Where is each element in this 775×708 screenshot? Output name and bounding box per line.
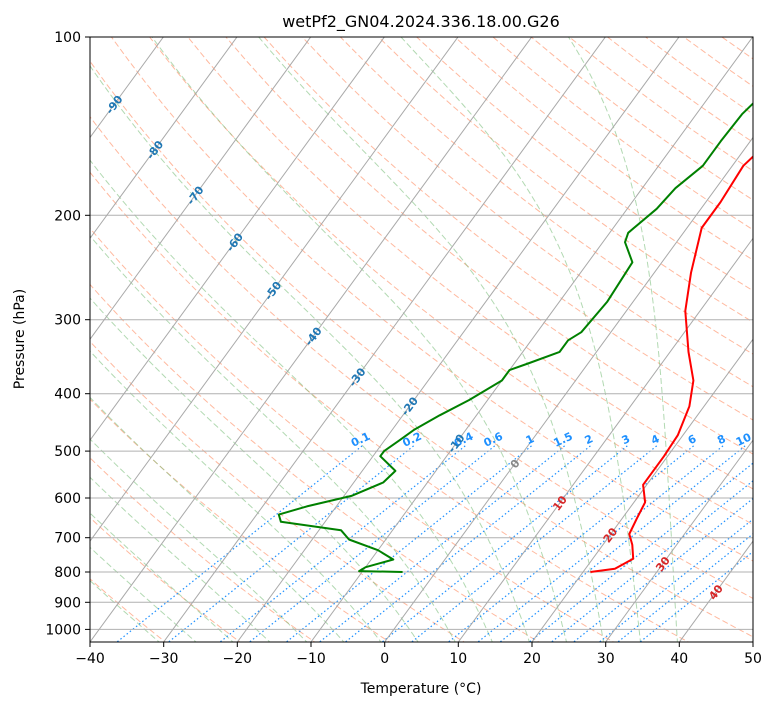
y-tick-label: 800: [54, 565, 81, 581]
mixing-ratio-line: [116, 445, 363, 642]
y-tick-label: 700: [54, 531, 81, 547]
isotherm-gridline: [310, 37, 753, 642]
isotherm-gridline: [384, 136, 753, 642]
x-tick-label: 0: [380, 651, 389, 667]
dry-adiabat: [110, 37, 753, 562]
y-tick-label: 200: [54, 208, 81, 224]
x-tick-label: 50: [744, 651, 762, 667]
x-tick-label: 40: [670, 651, 688, 667]
isotherm-gridline: [457, 237, 753, 642]
mixing-ratio-line: [639, 550, 753, 642]
x-tick-label: −30: [149, 651, 179, 667]
x-tick-label: 20: [523, 651, 541, 667]
y-tick-label: 900: [54, 595, 81, 611]
plot-area: 0.10.20.40.611.52346810131620253036-100-…: [90, 37, 754, 642]
mixing-ratio-line: [528, 462, 753, 642]
plot-frame: [89, 36, 754, 643]
mixing-ratio-line: [167, 445, 414, 642]
mixing-ratio-line: [318, 445, 565, 642]
isotherm-gridline: [90, 37, 312, 341]
mixing-ratio-line: [550, 480, 753, 642]
chart-title: wetPf2_GN04.2024.336.18.00.G26: [282, 12, 560, 32]
x-tick-label: −20: [223, 651, 253, 667]
y-axis-label: Pressure (hPa): [12, 289, 28, 389]
isotherm-gridline: [90, 37, 238, 240]
isotherm-gridline: [90, 37, 533, 642]
y-tick-label: 100: [54, 30, 81, 46]
isotherm-gridline: [236, 37, 680, 642]
isotherm-gridline: [163, 37, 606, 642]
x-tick-label: 10: [449, 651, 467, 667]
mixing-ratio-line: [219, 445, 466, 642]
moist-adiabat: [151, 37, 568, 642]
x-axis-label: Temperature (°C): [360, 681, 482, 697]
y-tick-label: 1000: [45, 622, 81, 638]
mixing-ratio-line: [285, 445, 532, 642]
isotherm-gridline: [531, 338, 753, 642]
isotherm-gridline: [605, 439, 753, 642]
temperature-profile: [590, 155, 753, 573]
mixing-ratio-line: [447, 445, 694, 642]
profile-series: [277, 102, 753, 573]
x-tick-label: −40: [75, 651, 105, 667]
y-tick-label: 300: [54, 313, 81, 329]
mixing-ratio-line: [598, 518, 753, 642]
y-tick-label: 500: [54, 444, 81, 460]
dry-adiabat: [340, 37, 753, 355]
x-axis-ticks: −40 −30 −20 −10 0 10 20 30 40 50: [75, 642, 762, 667]
mixing-ratio-line: [616, 533, 753, 642]
mixing-ratio-line: [381, 445, 628, 642]
isotherm-gridline: [90, 37, 164, 139]
moist-adiabat: [90, 438, 308, 642]
dry-adiabat: [416, 37, 753, 292]
dry-adiabat: [225, 37, 753, 455]
y-axis-ticks: 100 200 300 400 500 600 700 800 900 1000: [45, 30, 90, 638]
x-tick-label: −10: [296, 651, 326, 667]
y-tick-label: 400: [54, 387, 81, 403]
mixing-ratio-line: [248, 445, 496, 642]
mixing-ratio-line: [477, 445, 724, 642]
isobar-gridlines: [90, 37, 753, 630]
mixing-ratio-line: [499, 445, 746, 642]
isotherm-gridline: [90, 37, 385, 442]
dry-adiabat: [90, 60, 753, 600]
dry-adiabat: [263, 37, 753, 421]
moist-adiabat: [258, 37, 605, 642]
mixing-ratio-line: [344, 445, 591, 642]
moist-adiabat: [90, 476, 271, 642]
dewpoint-profile: [277, 102, 753, 573]
moist-adiabat: [568, 37, 678, 642]
moist-adiabat: [400, 37, 642, 642]
mixing-ratio-label: 10: [734, 430, 754, 448]
dry-adiabat: [149, 37, 753, 526]
mixing-ratio-lines: [116, 445, 753, 642]
isotherm-gridlines: [90, 37, 753, 642]
mixing-ratio-line: [572, 497, 753, 642]
x-tick-label: 30: [597, 651, 615, 667]
y-tick-label: 600: [54, 491, 81, 507]
mixing-ratio-line: [410, 445, 658, 642]
dry-adiabat: [90, 115, 753, 638]
